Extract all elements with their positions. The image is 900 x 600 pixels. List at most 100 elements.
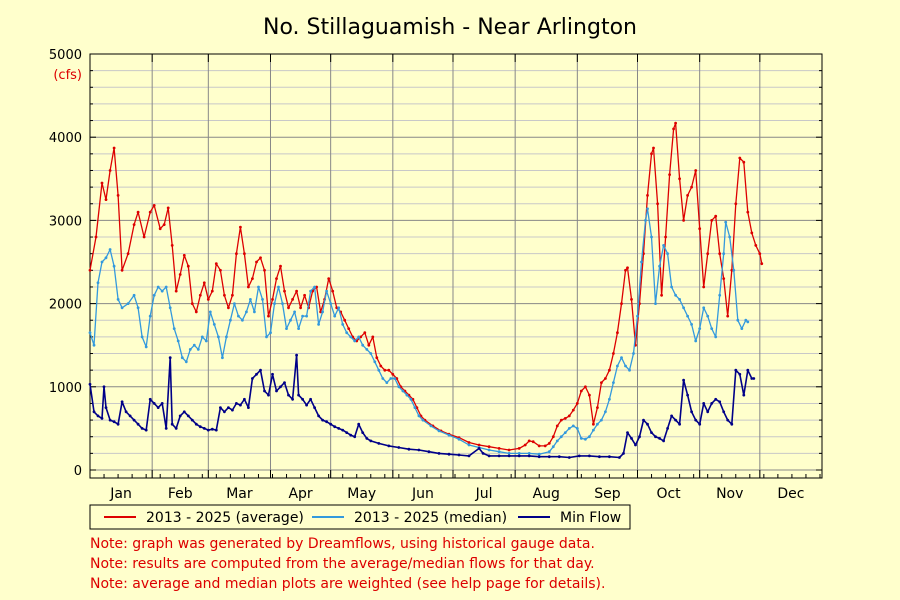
data-point [714,214,718,218]
data-point [427,450,431,454]
data-point [563,417,567,420]
data-point [736,318,740,322]
data-point [291,298,294,301]
legend-label: Min Flow [560,510,621,526]
data-point [517,454,521,458]
data-point [698,227,702,231]
data-point [198,425,202,429]
data-point [730,268,734,272]
data-point [531,440,535,444]
x-tick-label: Oct [656,486,681,502]
data-point [662,439,665,443]
data-point [547,442,551,445]
data-point [279,264,282,268]
data-point [571,408,575,412]
data-point [259,368,262,372]
data-point [317,323,320,326]
data-point [616,331,619,335]
data-point [88,382,92,386]
data-point [377,368,381,372]
data-point [608,397,611,401]
data-point [584,437,587,441]
data-point [152,204,156,207]
data-point [588,393,591,397]
data-point [116,298,120,301]
data-point [92,343,96,347]
data-point [674,121,677,125]
data-point [347,327,351,330]
data-point [592,422,595,426]
data-point [279,385,282,389]
data-point [172,327,176,330]
data-point [255,260,258,264]
x-tick-label: Dec [777,486,804,502]
data-point [411,397,415,401]
data-point [217,335,220,339]
data-point [239,403,242,407]
data-point [283,289,286,293]
data-point [682,306,685,310]
data-point [698,422,702,426]
data-point [210,289,214,293]
data-point [152,402,156,405]
data-point [124,410,128,414]
data-point [164,427,168,430]
data-point [670,414,673,418]
data-point [670,285,673,289]
data-point [686,194,689,197]
data-point [596,406,599,409]
data-point [259,256,262,260]
data-point [377,442,381,445]
data-point [726,314,730,318]
data-point [672,127,675,131]
data-point [738,156,742,160]
data-point [174,427,178,430]
data-point [166,206,170,210]
data-point [229,318,232,322]
data-point [261,298,264,301]
data-point [206,428,210,432]
data-point [579,437,583,440]
data-point [702,285,706,289]
data-point [417,448,421,452]
data-point [112,264,116,268]
x-tick-label: May [347,486,376,502]
data-point [178,273,182,276]
data-point [646,194,649,197]
data-point [321,418,324,422]
data-point [239,225,242,229]
data-point [96,281,100,285]
y-axis-unit: (cfs) [53,68,82,83]
data-point [742,160,746,164]
data-point [156,285,160,289]
data-point [192,343,196,347]
data-point [682,378,685,382]
data-point [100,260,104,264]
data-point [287,393,290,397]
data-point [365,348,369,351]
data-point [646,207,649,211]
data-point [668,173,671,177]
x-tick-label: Jan [109,486,132,502]
data-point [247,406,250,409]
data-point [305,403,308,407]
data-point [682,219,685,222]
data-point [231,408,234,412]
data-point [650,431,653,434]
data-point [710,327,714,330]
data-point [694,418,698,422]
data-point [596,422,599,426]
data-point [361,343,365,347]
data-point [202,281,206,285]
data-point [642,418,645,422]
data-point [467,441,471,444]
data-point [148,397,152,401]
data-point [333,314,337,318]
data-point [383,368,387,372]
data-point [299,306,302,310]
data-point [227,406,230,409]
y-tick-labels: 0 1000 2000 3000 4000 5000 [49,48,82,479]
data-point [112,146,116,150]
note-1: Note: graph was generated by Dreamflows,… [90,536,595,552]
data-point [662,244,665,247]
